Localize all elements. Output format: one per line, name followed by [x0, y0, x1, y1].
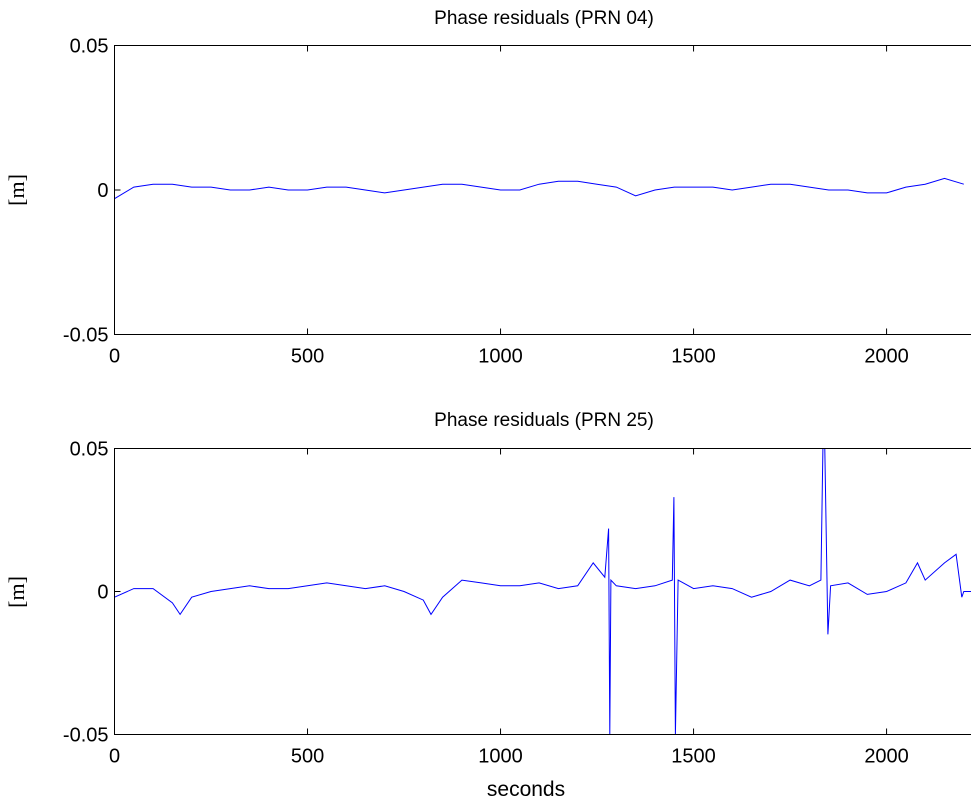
chart-title: Phase residuals (PRN 04) [434, 8, 654, 29]
chart-title: Phase residuals (PRN 25) [434, 410, 654, 431]
panel-prn04: Phase residuals (PRN 04) [m] 0 500 1000 150… [4, 8, 971, 368]
panel-prn25: Phase residuals (PRN 25) [m] seconds 0 50… [4, 410, 971, 801]
y-tick-label: 0.05 [70, 439, 109, 461]
y-tick-label: -0.05 [63, 725, 109, 747]
x-tick-label: 1500 [671, 346, 716, 368]
y-tick-label: 0.05 [70, 36, 109, 58]
series-line [114, 448, 971, 735]
plot-frame [114, 448, 971, 735]
series-group [114, 448, 971, 735]
series-line [114, 177, 964, 200]
x-axis-label: seconds [487, 778, 565, 801]
x-tick-label: 2000 [864, 346, 909, 368]
y-tick-label: 0 [97, 582, 108, 604]
y-tick-label: 0 [97, 180, 108, 202]
y-axis-label: [m] [4, 576, 29, 608]
x-tick-label: 1000 [478, 746, 523, 768]
plot-frame [114, 45, 971, 335]
x-tick-label: 1500 [671, 746, 716, 768]
y-tick-label: -0.05 [63, 325, 109, 347]
series-group [114, 177, 964, 200]
x-tick-label: 1000 [478, 346, 523, 368]
x-tick-label: 500 [291, 746, 324, 768]
x-tick-label: 2000 [864, 746, 909, 768]
y-axis-label: [m] [4, 174, 29, 206]
x-tick-label: 0 [109, 746, 120, 768]
x-tick-label: 0 [109, 346, 120, 368]
x-tick-label: 500 [291, 346, 324, 368]
